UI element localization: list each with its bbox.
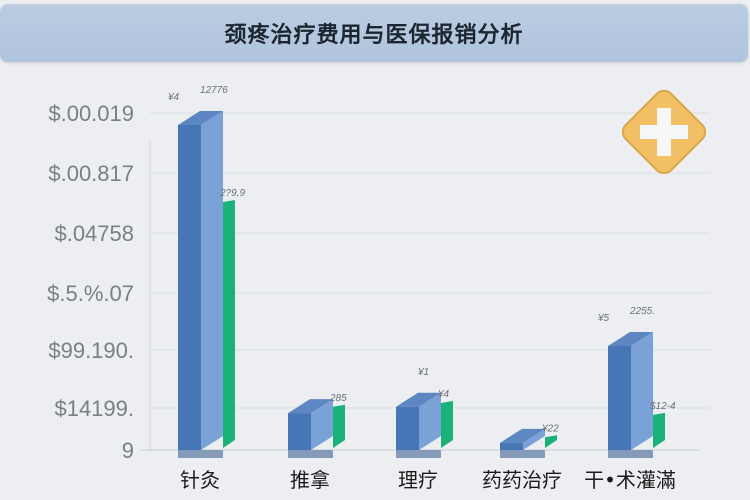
bar-front	[288, 413, 311, 450]
green-bar	[653, 412, 665, 448]
bar-side	[311, 399, 333, 450]
green-bar	[441, 400, 453, 448]
data-label: 285	[329, 393, 347, 404]
chart-title: 颈疼治疗费用与医保报销分析	[224, 23, 524, 48]
y-tick-label: $99.190.	[48, 338, 134, 363]
bar-top	[178, 111, 223, 125]
bar-shadow	[396, 450, 441, 458]
y-tick-label: $.00.817	[48, 161, 134, 186]
data-label: 2255.	[629, 306, 655, 317]
x-category-label: 理疗	[398, 468, 438, 492]
green-bar	[333, 404, 345, 448]
bar-side	[523, 428, 545, 450]
bar-front	[608, 345, 631, 450]
data-label: ¥4	[168, 92, 180, 103]
bar-top	[500, 428, 545, 443]
green-bar	[223, 199, 235, 448]
x-category-label: 干•术灌滿	[584, 468, 676, 492]
medical-cross-diamond-icon	[621, 89, 707, 175]
bar-front	[396, 406, 419, 450]
data-label: ¥5	[598, 313, 610, 324]
data-label: ¥22	[542, 423, 559, 434]
bar-shadow	[500, 450, 545, 458]
bar-side	[201, 111, 223, 450]
green-bar	[545, 435, 557, 448]
y-tick-label: $.5.%.07	[47, 281, 134, 306]
y-tick-label: $14199.	[54, 396, 134, 421]
bar-shadow	[178, 450, 223, 458]
bar-shadow	[608, 450, 653, 458]
bar-side	[419, 392, 441, 450]
data-label: ¥1	[418, 367, 429, 378]
bar-top	[608, 331, 653, 346]
bar-shadow	[288, 450, 333, 458]
data-label: $12-4	[649, 401, 676, 412]
bar-front	[500, 442, 523, 450]
x-category-label: 推拿	[290, 468, 330, 492]
y-tick-label: $.04758	[54, 221, 134, 246]
bar-side	[631, 331, 653, 450]
bar-front	[178, 125, 201, 450]
y-tick-label: $.00.019	[48, 101, 134, 126]
data-label: ¥4	[438, 389, 450, 400]
data-label: 12776	[200, 85, 228, 96]
data-label: 2?9.9	[219, 188, 245, 199]
x-category-label: 药药治疗	[482, 468, 562, 492]
bar-top	[288, 399, 333, 414]
bar-top	[396, 392, 441, 407]
y-tick-label: 9	[122, 438, 134, 463]
x-category-label: 针灸	[180, 468, 220, 492]
chart-header: 颈疼治疗费用与医保报销分析	[0, 4, 748, 62]
